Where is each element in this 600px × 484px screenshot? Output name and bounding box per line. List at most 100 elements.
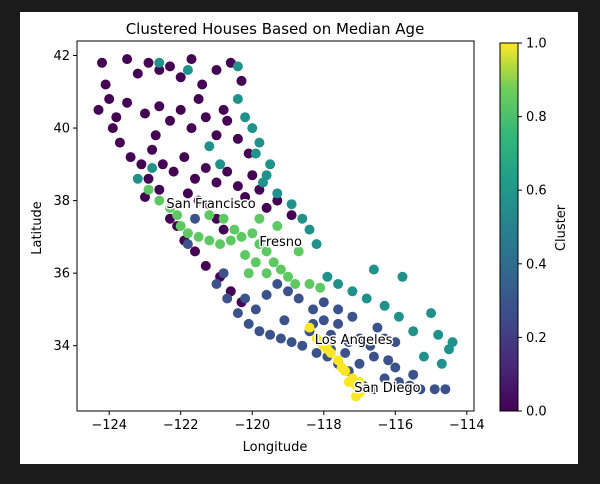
data-point — [190, 213, 200, 224]
data-point — [272, 279, 283, 289]
data-point — [190, 173, 200, 184]
data-point — [304, 224, 315, 235]
data-point — [265, 329, 276, 340]
plot-frame — [76, 40, 475, 412]
data-point — [304, 322, 315, 333]
colorbar-tick-label: 0.6 — [526, 184, 547, 199]
data-point — [193, 231, 204, 242]
data-point — [347, 311, 358, 322]
data-point — [275, 264, 286, 275]
data-point — [175, 104, 186, 115]
data-point — [261, 268, 272, 279]
data-point — [243, 318, 254, 329]
data-point — [286, 199, 297, 210]
data-point — [168, 166, 179, 177]
data-point — [157, 159, 168, 170]
data-point — [175, 221, 186, 231]
data-point — [336, 362, 347, 373]
data-point — [433, 329, 444, 340]
data-point — [247, 228, 258, 239]
data-point — [140, 108, 150, 119]
y-axis-ticks: 34 36 38 40 42 — [53, 49, 77, 354]
data-point — [351, 391, 361, 402]
data-point — [290, 279, 301, 289]
data-point — [154, 184, 165, 195]
data-point — [154, 65, 165, 75]
data-point — [236, 75, 247, 86]
data-point — [379, 300, 390, 311]
data-point — [200, 112, 211, 123]
data-point — [182, 228, 193, 239]
data-point — [379, 333, 390, 344]
city-label: Los Angeles — [315, 333, 393, 348]
data-point — [136, 159, 147, 170]
data-point — [122, 54, 133, 65]
data-point — [261, 289, 272, 300]
data-point — [258, 177, 268, 188]
data-point — [368, 384, 379, 395]
data-point — [429, 384, 440, 395]
colorbar-tick-label: 1.0 — [526, 37, 547, 52]
data-point — [254, 239, 265, 250]
data-point — [343, 337, 354, 348]
data-point — [250, 304, 261, 315]
data-point — [354, 358, 365, 369]
data-point — [297, 340, 308, 351]
data-point — [293, 246, 304, 257]
data-point — [211, 279, 222, 289]
data-point — [218, 224, 229, 235]
data-point — [122, 97, 133, 108]
data-point — [100, 79, 111, 90]
city-label: San Diego — [354, 381, 420, 396]
data-point — [154, 195, 165, 206]
data-point — [315, 337, 326, 348]
data-point — [415, 384, 426, 395]
data-point — [368, 264, 379, 275]
data-point — [107, 123, 118, 134]
data-point — [111, 112, 122, 123]
x-tick-label: −122 — [163, 418, 199, 433]
data-point — [211, 177, 222, 188]
data-point — [418, 351, 429, 362]
y-tick-label: 38 — [53, 194, 70, 209]
data-point — [393, 311, 404, 322]
data-point — [358, 384, 369, 395]
city-label: Fresno — [259, 235, 302, 250]
data-point — [250, 148, 261, 159]
data-point — [175, 72, 186, 83]
data-point — [325, 329, 336, 340]
data-point — [322, 344, 333, 355]
y-tick-label: 34 — [53, 339, 70, 354]
data-point — [97, 57, 107, 68]
colorbar-tick-label: 0.8 — [526, 110, 547, 125]
data-point — [215, 239, 226, 250]
data-point — [272, 221, 283, 231]
data-point — [154, 101, 165, 112]
x-axis-label: Longitude — [243, 440, 308, 455]
data-point — [272, 188, 283, 199]
data-point — [426, 308, 437, 319]
data-point — [232, 61, 243, 72]
colorbar-tick-label: 0.2 — [526, 331, 547, 346]
data-point — [390, 362, 401, 373]
city-annotations: San Francisco Fresno Los Angeles San Diego — [165, 195, 422, 397]
data-point — [211, 130, 222, 141]
data-point — [318, 315, 329, 326]
data-point — [322, 271, 333, 282]
data-point — [308, 304, 319, 315]
data-point — [354, 333, 365, 344]
data-point — [408, 326, 419, 337]
data-point — [240, 192, 251, 202]
chart-figure: Clustered Houses Based on Median Age San… — [20, 12, 578, 464]
data-point — [254, 326, 265, 337]
data-point — [397, 271, 408, 282]
data-point — [143, 57, 154, 68]
colorbar-label: Cluster — [554, 204, 569, 251]
data-point — [200, 260, 211, 271]
data-point — [383, 355, 394, 366]
data-point — [247, 170, 258, 181]
data-point — [333, 279, 344, 289]
data-point — [143, 173, 154, 184]
colorbar — [499, 42, 519, 412]
data-point — [200, 163, 211, 173]
